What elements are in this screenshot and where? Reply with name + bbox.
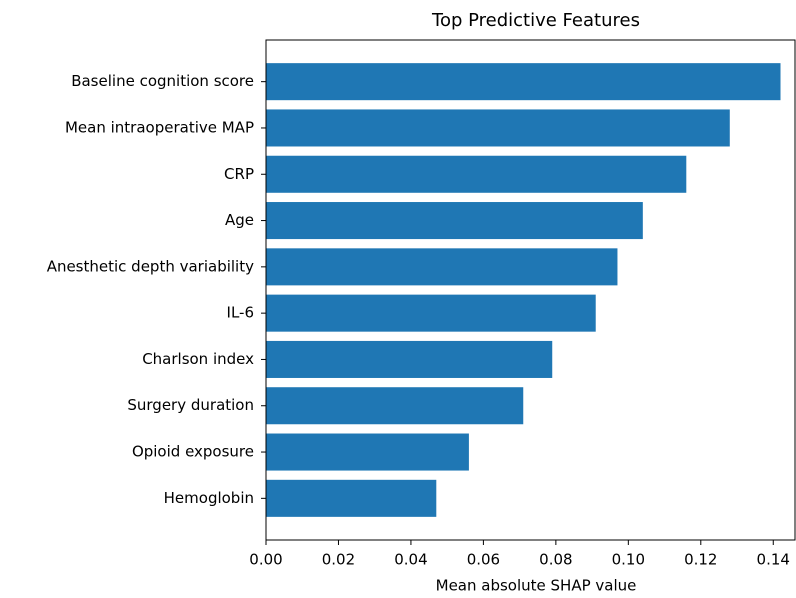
y-tick-label: Charlson index bbox=[142, 350, 254, 368]
plot-frame bbox=[265, 39, 796, 541]
y-tick-label: Mean intraoperative MAP bbox=[65, 118, 254, 136]
x-tick-label: 0.12 bbox=[684, 551, 717, 569]
y-tick-label: Surgery duration bbox=[127, 396, 254, 414]
y-tick-label: Anesthetic depth variability bbox=[47, 257, 254, 275]
bar bbox=[266, 387, 524, 425]
y-tick-label: Baseline cognition score bbox=[71, 72, 254, 90]
x-axis-label: Mean absolute SHAP value bbox=[436, 577, 637, 595]
bar bbox=[266, 433, 469, 471]
bar bbox=[266, 109, 730, 147]
x-tick-label: 0.02 bbox=[322, 551, 355, 569]
bar bbox=[266, 340, 553, 378]
x-tick-label: 0.08 bbox=[539, 551, 572, 569]
bar bbox=[266, 479, 437, 517]
y-tick-label: CRP bbox=[224, 165, 254, 183]
x-tick-label: 0.00 bbox=[249, 551, 282, 569]
x-tick-label: 0.06 bbox=[467, 551, 500, 569]
bar bbox=[266, 248, 618, 286]
y-tick-label: Opioid exposure bbox=[132, 443, 254, 461]
x-tick-label: 0.04 bbox=[394, 551, 427, 569]
bar bbox=[266, 155, 687, 193]
y-tick-label: Age bbox=[225, 211, 254, 229]
y-tick-label: Hemoglobin bbox=[164, 489, 254, 507]
chart-title: Top Predictive Features bbox=[431, 10, 640, 31]
x-tick-label: 0.10 bbox=[612, 551, 645, 569]
bar bbox=[266, 294, 596, 332]
bar bbox=[266, 63, 781, 101]
bar bbox=[266, 202, 643, 240]
x-tick-label: 0.14 bbox=[757, 551, 790, 569]
y-tick-label: IL-6 bbox=[227, 304, 254, 322]
